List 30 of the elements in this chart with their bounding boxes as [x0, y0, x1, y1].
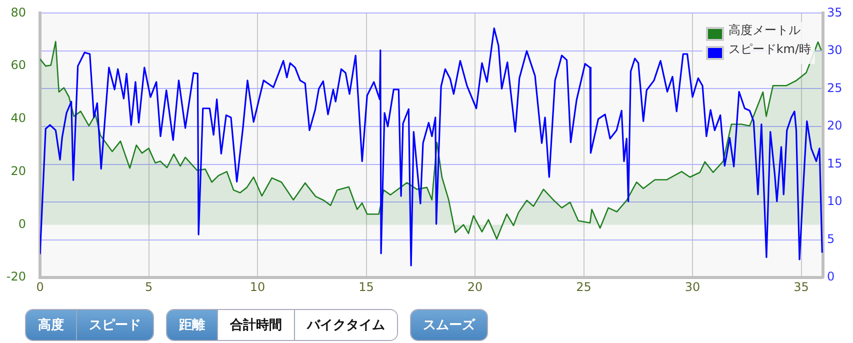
x-tick-label: 20: [467, 280, 483, 294]
text: スムーズ: [423, 318, 475, 333]
y2-tick-label: 30: [827, 43, 842, 58]
legend-label: 高度メートル: [728, 23, 800, 37]
y2-tick-label: 10: [827, 194, 842, 208]
y2-tick-label: 15: [827, 156, 842, 170]
text: 高度: [38, 318, 64, 333]
text: スピード: [89, 318, 141, 333]
y-tick-label: 20: [10, 164, 26, 178]
y2-tick-label: 5: [827, 232, 835, 246]
x-tick-label: 25: [576, 280, 592, 294]
text: 距離: [179, 318, 205, 333]
x-tick-label: 15: [358, 280, 374, 294]
text: バイクタイム: [307, 318, 385, 333]
y-tick-label: 40: [10, 111, 26, 126]
y2-tick-label: 20: [827, 118, 842, 133]
y-tick-label: 80: [10, 5, 26, 20]
x-tick-label: 0: [36, 280, 44, 294]
y-tick-label: 60: [10, 58, 26, 72]
x-tick-label: 30: [684, 280, 700, 294]
y2-tick-label: 0: [827, 270, 835, 284]
y2-tick-label: 25: [827, 80, 842, 95]
y-tick-label: -20: [6, 270, 26, 284]
y2-tick-label: 35: [827, 5, 842, 20]
x-tick-label: 10: [250, 280, 266, 294]
text: 合計時間: [230, 318, 282, 333]
x-tick-label: 5: [144, 280, 153, 294]
x-tick-label: 35: [794, 280, 809, 294]
legend-label: スピードkm/時: [728, 42, 811, 56]
y-tick-label: 0: [18, 216, 26, 231]
